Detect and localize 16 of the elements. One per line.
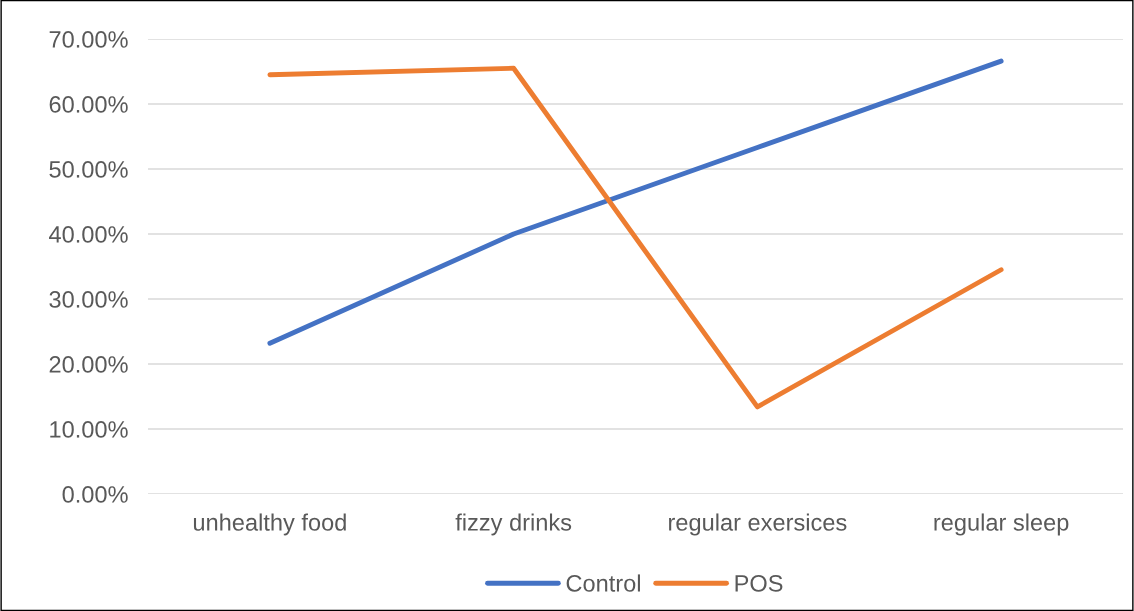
y-tick-label: 40.00% [49,226,128,243]
y-tick-label: 60.00% [49,96,128,113]
x-tick-label: fizzy drinks [455,513,572,536]
legend-label: POS [735,575,783,592]
legend-label: Control [566,574,640,592]
y-tick-label: 70.00% [49,31,128,48]
y-tick-label: 50.00% [49,161,128,178]
x-tick-label: regular exersices [669,513,847,536]
y-tick-label: 0.00% [62,486,128,503]
y-tick-label: 20.00% [49,356,128,373]
x-tick-label: regular sleep [934,513,1069,536]
line-series [267,65,1004,410]
y-tick-label: 30.00% [49,291,128,308]
x-tick-label: unhealthy food [193,513,346,536]
y-tick-label: 10.00% [50,421,128,438]
line-series [267,58,1004,346]
